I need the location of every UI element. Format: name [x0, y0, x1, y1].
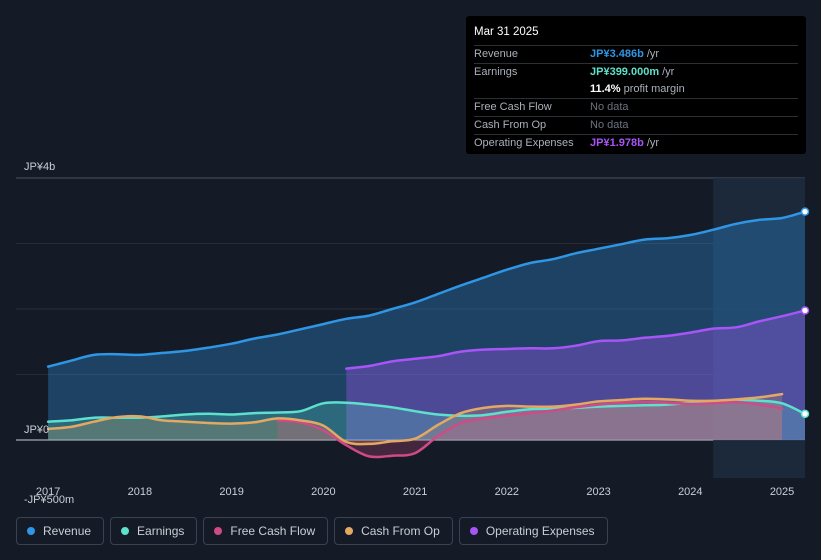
series-lines [46, 210, 807, 459]
tooltip-row-unit: /yr [662, 66, 675, 78]
tooltip-row-value: JP¥1.978b [590, 137, 644, 149]
x-tick-label: 2024 [678, 486, 702, 498]
legend-item-free-cash-flow[interactable]: Free Cash Flow [203, 517, 329, 545]
free-cash-flow-area [277, 401, 783, 458]
tooltip-row-label: Earnings [474, 66, 518, 78]
x-tick-label: 2019 [219, 486, 243, 498]
legend-label: Cash From Op [361, 524, 440, 538]
tooltip-row-unit: profit margin [623, 83, 685, 95]
legend-label: Earnings [137, 524, 185, 538]
cash-from-op-line [46, 392, 784, 446]
tooltip-row: Free Cash Flow No data [474, 98, 798, 116]
series-fills [48, 211, 806, 458]
y-tick-label: -JP¥500m [24, 494, 74, 506]
x-tick-label: 2022 [495, 486, 519, 498]
operating-expenses-end-marker [800, 306, 810, 315]
tooltip-row-unit: /yr [646, 48, 660, 60]
series-end-markers [800, 207, 810, 419]
legend-dot-icon [345, 527, 354, 535]
free-cash-flow-line [276, 400, 784, 459]
x-tick-label: 2021 [403, 486, 427, 498]
legend-label: Operating Expenses [485, 524, 595, 538]
tooltip-row-value: 11.4% [590, 83, 621, 95]
tooltip-row-label [474, 81, 590, 98]
data-tooltip: Mar 31 2025 Revenue JP¥3.486b/yr Earnings J… [466, 16, 806, 154]
tooltip-row-label: Cash From Op [474, 119, 547, 131]
operating-expenses-area [346, 310, 805, 440]
tooltip-row: Revenue JP¥3.486b/yr [474, 45, 798, 63]
tooltip-row: 11.4% profit margin [474, 81, 798, 98]
legend-item-revenue[interactable]: Revenue [16, 517, 105, 545]
tooltip-row-label: Revenue [474, 48, 519, 60]
legend-label: Free Cash Flow [230, 524, 316, 538]
operating-expenses-line [345, 309, 807, 370]
revenue-line [46, 210, 807, 368]
y-tick-label: JP¥0 [24, 424, 49, 436]
x-tick-label: 2023 [586, 486, 610, 498]
legend-label: Revenue [43, 524, 92, 538]
legend-dot-icon [469, 527, 478, 535]
tooltip-row-label: Operating Expenses [474, 137, 574, 149]
legend-dot-icon [214, 527, 223, 535]
x-tick-label: 2018 [128, 486, 152, 498]
tooltip-row-label: Free Cash Flow [474, 101, 552, 113]
x-axis-labels: 2017 2018 2019 2020 2021 2022 2023 2024 2025 [36, 486, 794, 498]
revenue-end-marker [800, 207, 810, 216]
legend-item-earnings[interactable]: Earnings [110, 517, 198, 545]
legend-item-operating-expenses[interactable]: Operating Expenses [458, 517, 608, 545]
y-axis-labels: JP¥4b JP¥0 -JP¥500m [24, 161, 74, 506]
earnings-area [48, 399, 806, 440]
legend-dot-icon [27, 527, 35, 535]
tooltip-row-unit: /yr [646, 137, 660, 149]
legend-dot-icon [121, 527, 130, 535]
tooltip-row-value: JP¥399.000m [590, 66, 660, 78]
tooltip-row-value: No data [590, 101, 629, 113]
y-tick-label: JP¥4b [24, 161, 55, 173]
tooltip-row-value: JP¥3.486b [590, 48, 644, 60]
revenue-area [48, 211, 806, 440]
earnings-end-marker [800, 409, 810, 419]
tooltip-row: Earnings JP¥399.000m/yr [474, 63, 798, 81]
legend-item-cash-from-op[interactable]: Cash From Op [334, 517, 453, 545]
tooltip-date: Mar 31 2025 [474, 26, 539, 38]
tooltip-row-value: No data [590, 119, 629, 131]
x-tick-label: 2017 [36, 486, 60, 498]
tooltip-row: Operating Expenses JP¥1.978b/yr [474, 134, 798, 152]
chart-legend: Revenue Earnings Free Cash Flow Cash From O… [16, 517, 608, 545]
x-tick-label: 2025 [770, 486, 794, 498]
x-tick-label: 2020 [311, 486, 335, 498]
tooltip-row: Cash From Op No data [474, 116, 798, 134]
tooltip-rows: Revenue JP¥3.486b/yr Earnings JP¥399.000m/y… [474, 45, 798, 152]
